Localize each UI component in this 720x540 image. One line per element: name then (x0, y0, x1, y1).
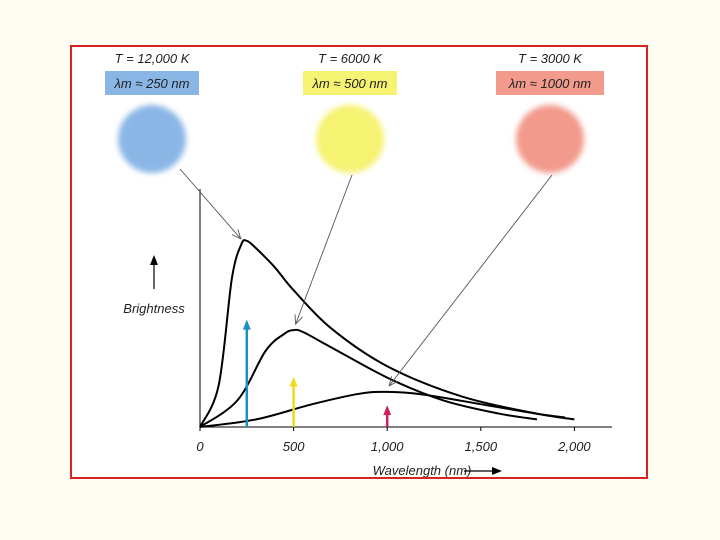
figure-frame: T = 12,000 K λm ≈ 250 nm T = 6000 K λm ≈ 50… (70, 45, 648, 479)
curve-t-6000-k (199, 328, 538, 428)
temperature-label: T = 3000 K (518, 51, 583, 66)
pointer-head (388, 376, 399, 387)
pointer-line (388, 174, 553, 387)
curve-t-12-000-k (199, 239, 575, 428)
x-tick-label: 1,000 (371, 439, 404, 454)
pointer-head (231, 229, 242, 240)
temperature-label: T = 12,000 K (115, 51, 191, 66)
x-axis-label: Wavelength (nm) (373, 463, 472, 477)
peak-arrow-head (242, 319, 251, 330)
pointer-head (294, 314, 303, 326)
pointer-line (179, 168, 242, 240)
peak-arrow-head (289, 376, 298, 387)
temperature-label: T = 6000 K (318, 51, 383, 66)
wavelength-arrow-head (492, 467, 502, 475)
peak-label-box (303, 71, 397, 95)
peak-wavelength-label: λm ≈ 1000 nm (508, 76, 591, 91)
y-axis-label: Brightness (123, 301, 185, 316)
brightness-arrow-head (150, 255, 158, 265)
star-color-swatch (118, 105, 186, 173)
star-color-swatch (516, 105, 584, 173)
peak-arrow-head (383, 405, 392, 416)
peak-label-box (105, 71, 199, 95)
pointer-line (295, 174, 353, 325)
peak-wavelength-label: λm ≈ 500 nm (312, 76, 388, 91)
curve-t-3000-k (199, 390, 566, 428)
peak-label-box (496, 71, 604, 95)
blackbody-chart: T = 12,000 K λm ≈ 250 nm T = 6000 K λm ≈ 50… (105, 51, 612, 477)
x-tick-label: 500 (283, 439, 305, 454)
x-tick-label: 1,500 (465, 439, 498, 454)
x-tick-label: 2,000 (557, 439, 591, 454)
peak-wavelength-label: λm ≈ 250 nm (114, 76, 190, 91)
x-tick-label: 0 (196, 439, 204, 454)
star-color-swatch (316, 105, 384, 173)
